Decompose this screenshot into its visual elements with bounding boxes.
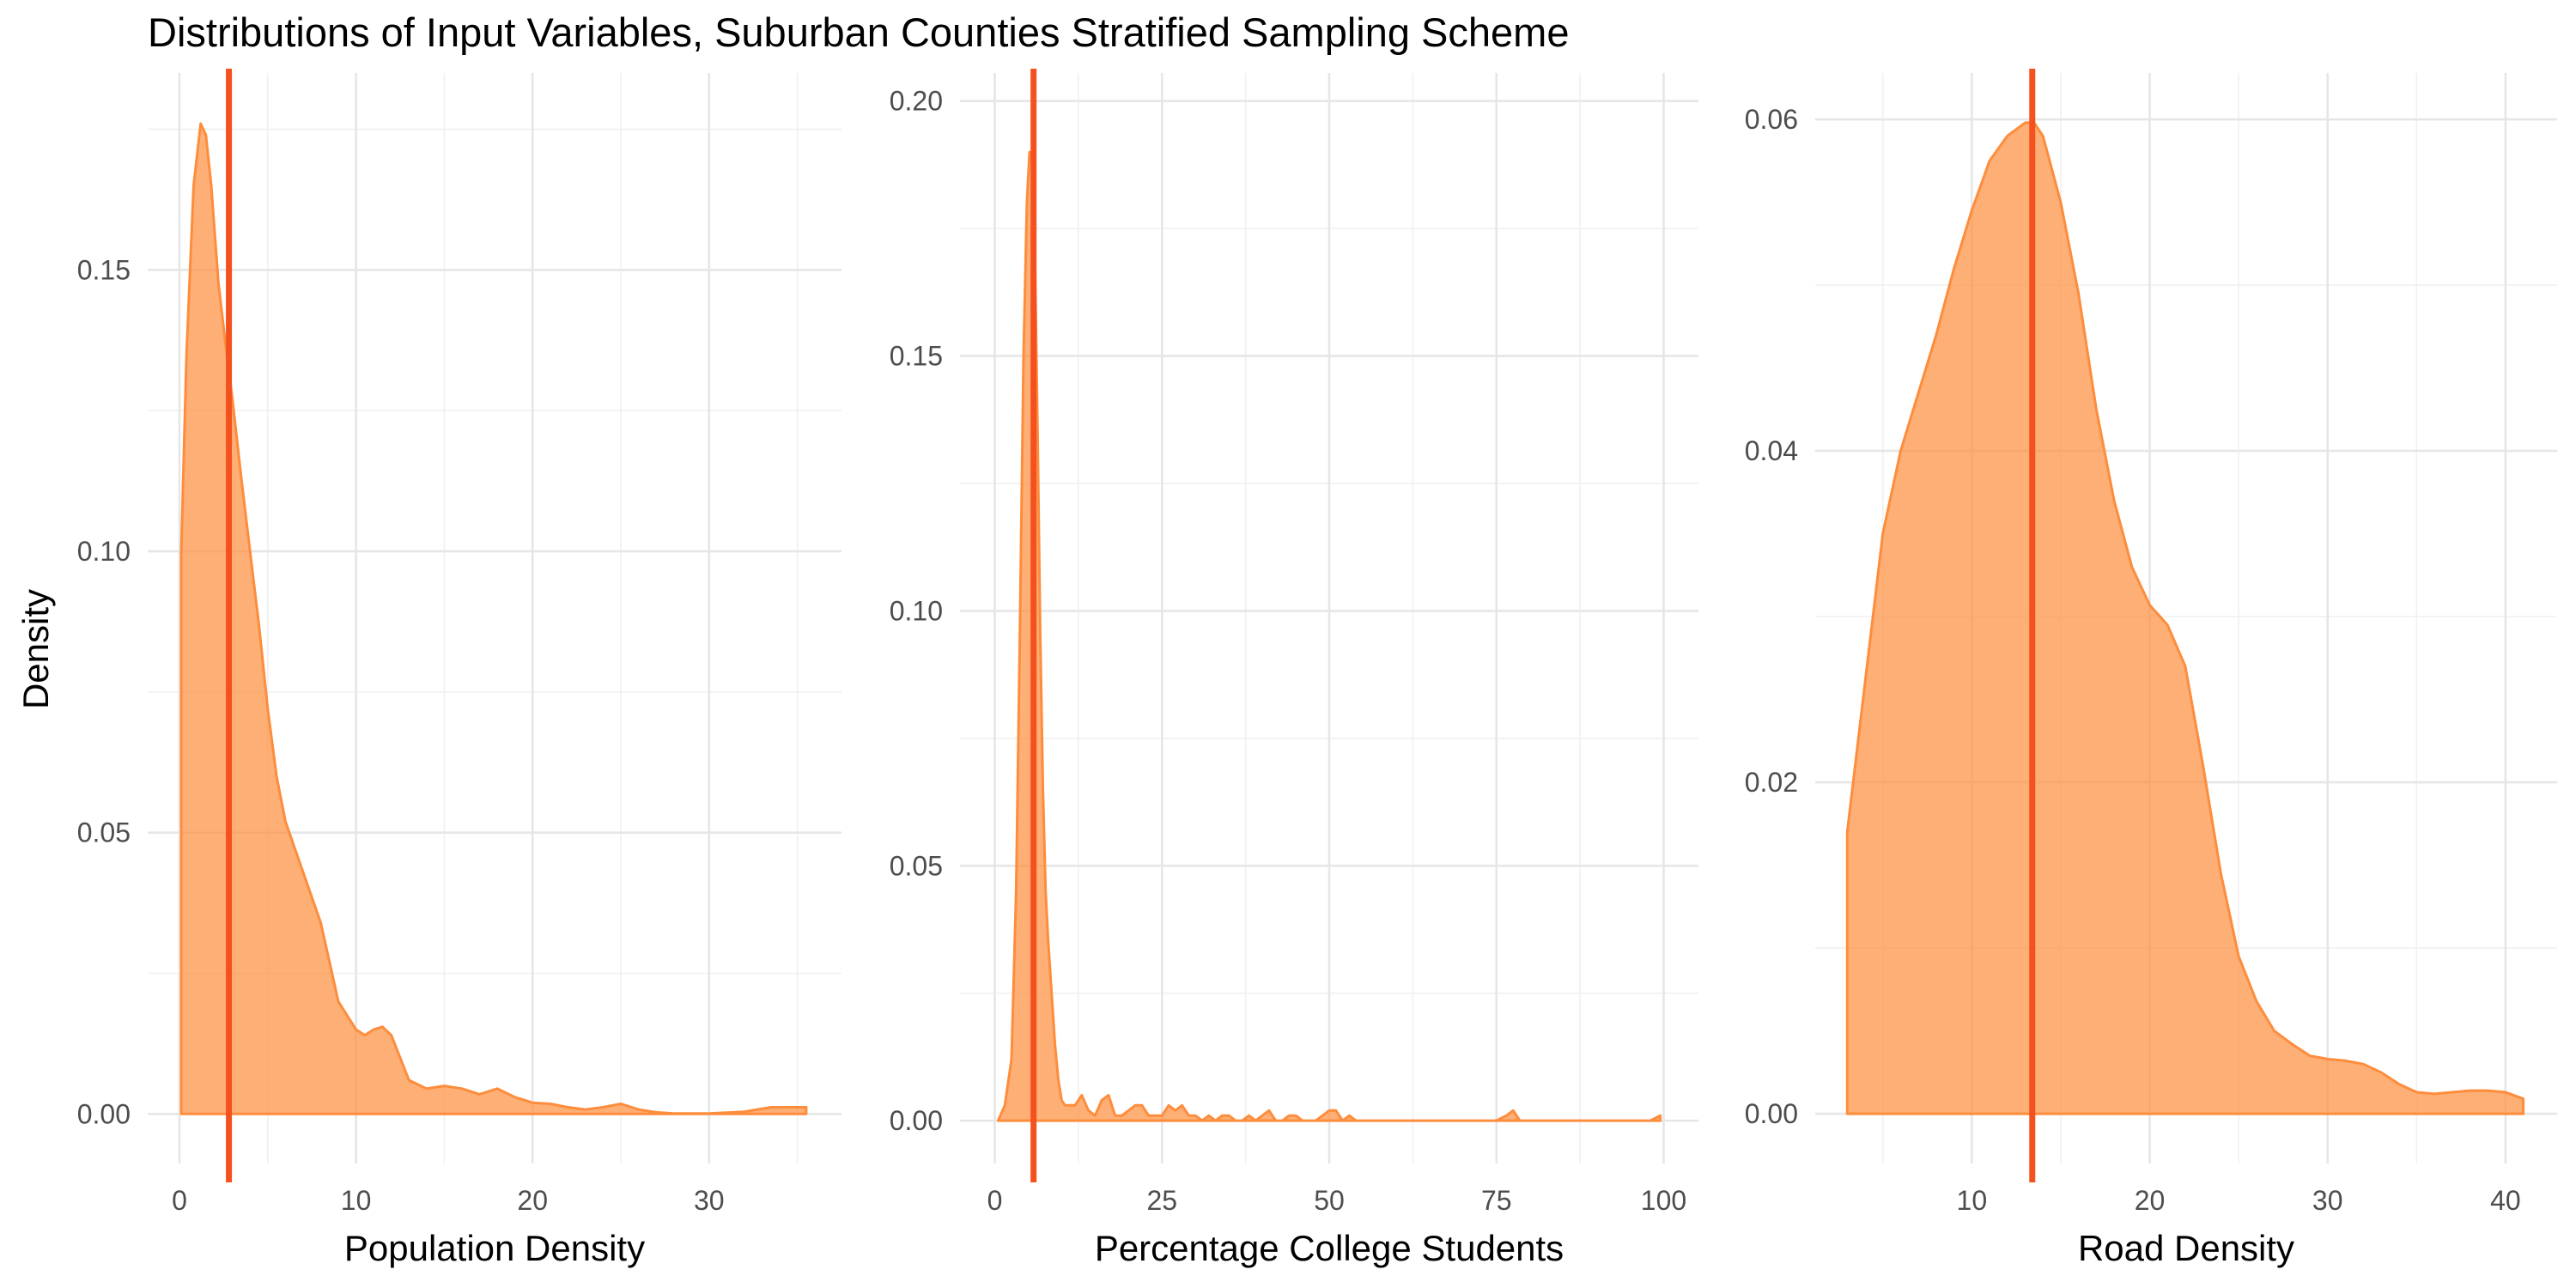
y-tick-label: 0.06 (1745, 104, 1798, 135)
x-tick-label: 10 (1957, 1185, 1988, 1216)
x-tick-label: 20 (517, 1185, 548, 1216)
y-tick-label: 0.15 (77, 254, 131, 285)
y-tick-label: 0.02 (1745, 767, 1798, 798)
x-tick-label: 50 (1314, 1185, 1345, 1216)
panel-percentage-college-students: 0 25 50 75 100 0.00 0.05 0.10 0.15 0.20 Percentage… (890, 69, 1698, 1268)
y-tick-label: 0.10 (890, 595, 943, 626)
y-tick-label: 0.00 (77, 1098, 131, 1129)
x-tick-label: 0 (987, 1185, 1003, 1216)
y-tick-label: 0.00 (1745, 1098, 1798, 1129)
x-tick-label: 20 (2135, 1185, 2166, 1216)
chart-panels: 0 10 20 30 0.00 0.05 0.10 0.15 Population Densit… (77, 69, 2557, 1268)
panel-road-density: 10 20 30 40 0.00 0.02 0.04 0.06 Road Density (1745, 69, 2557, 1268)
y-axis-title: Density (15, 589, 56, 709)
chart-title: Distributions of Input Variables, Suburb… (148, 9, 1570, 55)
y-tick-label: 0.20 (890, 86, 943, 117)
x-tick-label: 30 (694, 1185, 725, 1216)
density-area (1845, 121, 2525, 1115)
y-tick-label: 0.10 (77, 536, 131, 567)
x-tick-label: 30 (2312, 1185, 2343, 1216)
x-axis-title: Road Density (2078, 1228, 2294, 1268)
y-tick-label: 0.04 (1745, 435, 1798, 466)
y-tick-label: 0.15 (890, 341, 943, 372)
x-tick-label: 25 (1146, 1185, 1177, 1216)
density-area (996, 150, 1662, 1122)
density-area (179, 122, 808, 1115)
y-tick-label: 0.05 (890, 850, 943, 881)
panel-population-density: 0 10 20 30 0.00 0.05 0.10 0.15 Population Densit… (77, 69, 841, 1268)
x-tick-label: 75 (1481, 1185, 1512, 1216)
x-tick-label: 10 (341, 1185, 372, 1216)
x-tick-label: 100 (1641, 1185, 1686, 1216)
y-tick-label: 0.05 (77, 817, 131, 848)
x-tick-label: 40 (2490, 1185, 2521, 1216)
x-axis-title: Population Density (344, 1228, 645, 1268)
x-tick-label: 0 (172, 1185, 187, 1216)
y-tick-label: 0.00 (890, 1105, 943, 1136)
x-axis-title: Percentage College Students (1095, 1228, 1564, 1268)
